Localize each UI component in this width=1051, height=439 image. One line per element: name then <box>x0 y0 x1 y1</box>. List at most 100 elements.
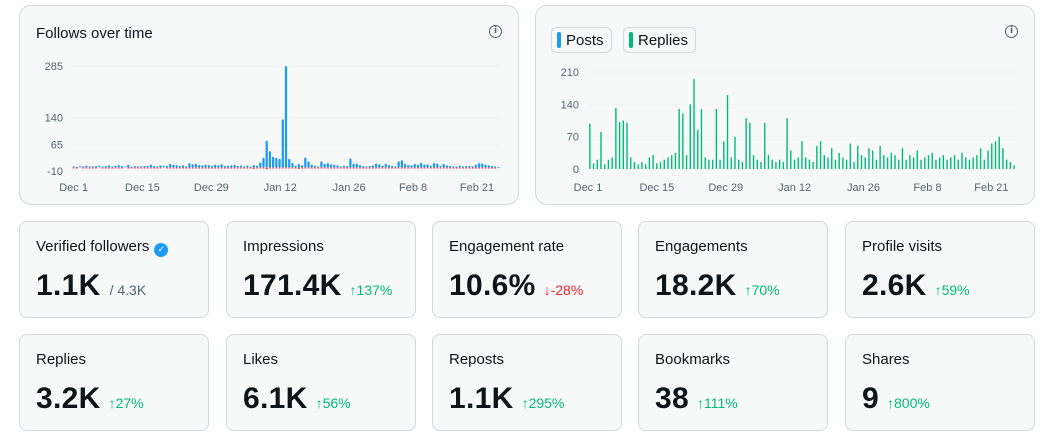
follows-bar[interactable] <box>159 165 162 168</box>
replies-bar[interactable] <box>641 162 643 169</box>
follows-bar[interactable] <box>136 166 140 168</box>
follows-bar[interactable] <box>188 163 191 168</box>
follows-bar[interactable] <box>403 163 407 168</box>
unfollows-bar[interactable] <box>246 167 249 169</box>
unfollows-bar[interactable] <box>249 167 252 169</box>
unfollows-bar[interactable] <box>268 167 272 169</box>
replies-bar[interactable] <box>920 159 922 169</box>
follows-bar[interactable] <box>474 164 477 168</box>
replies-bar[interactable] <box>849 143 852 169</box>
replies-bar[interactable] <box>797 157 799 169</box>
unfollows-bar[interactable] <box>85 167 88 169</box>
unfollows-bar[interactable] <box>136 167 140 169</box>
follows-bar[interactable] <box>281 119 284 168</box>
unfollows-bar[interactable] <box>146 167 149 169</box>
follows-bar[interactable] <box>249 166 252 168</box>
replies-bar[interactable] <box>693 78 695 169</box>
unfollows-bar[interactable] <box>487 167 490 169</box>
follows-bar[interactable] <box>436 163 439 168</box>
replies-bar[interactable] <box>708 159 710 169</box>
unfollows-bar[interactable] <box>490 167 494 169</box>
replies-bar[interactable] <box>611 157 613 169</box>
follows-bar[interactable] <box>210 165 214 168</box>
follows-bar[interactable] <box>407 164 410 168</box>
replies-bar[interactable] <box>808 159 811 169</box>
follows-bar[interactable] <box>494 166 497 168</box>
replies-bar[interactable] <box>685 155 688 169</box>
replies-bar[interactable] <box>957 159 959 169</box>
replies-bar[interactable] <box>652 155 654 169</box>
follows-bar[interactable] <box>294 165 297 168</box>
follows-bar[interactable] <box>365 166 368 168</box>
unfollows-bar[interactable] <box>75 167 78 169</box>
unfollows-bar[interactable] <box>275 167 278 169</box>
replies-bar[interactable] <box>615 108 617 169</box>
unfollows-bar[interactable] <box>304 167 307 169</box>
follows-bar[interactable] <box>259 162 262 168</box>
replies-bar[interactable] <box>604 164 606 169</box>
replies-bar[interactable] <box>711 159 714 169</box>
follows-bar[interactable] <box>397 161 400 168</box>
unfollows-bar[interactable] <box>114 167 117 169</box>
follows-bar[interactable] <box>352 163 355 168</box>
follows-bar[interactable] <box>246 165 249 168</box>
unfollows-bar[interactable] <box>284 167 288 169</box>
follows-bar[interactable] <box>410 165 413 168</box>
follows-bar[interactable] <box>230 165 233 168</box>
replies-bar[interactable] <box>868 148 870 169</box>
replies-bar[interactable] <box>592 163 595 169</box>
unfollows-bar[interactable] <box>243 167 246 169</box>
follows-bar[interactable] <box>91 166 95 168</box>
follows-bar[interactable] <box>362 166 365 168</box>
unfollows-bar[interactable] <box>362 167 365 169</box>
replies-bar[interactable] <box>622 120 625 170</box>
replies-bar[interactable] <box>793 159 796 169</box>
replies-bar[interactable] <box>667 157 669 169</box>
replies-bar[interactable] <box>678 108 680 169</box>
unfollows-bar[interactable] <box>352 167 355 169</box>
unfollows-bar[interactable] <box>207 167 210 169</box>
replies-bar[interactable] <box>1005 159 1008 169</box>
follows-bar[interactable] <box>333 164 336 168</box>
unfollows-bar[interactable] <box>149 167 152 169</box>
replies-bar[interactable] <box>860 155 863 169</box>
replies-bar[interactable] <box>648 157 651 169</box>
unfollows-bar[interactable] <box>391 167 394 169</box>
unfollows-bar[interactable] <box>278 167 281 169</box>
unfollows-bar[interactable] <box>185 167 188 169</box>
unfollows-bar[interactable] <box>423 167 426 169</box>
follows-bar[interactable] <box>420 162 423 168</box>
replies-bar[interactable] <box>715 108 718 169</box>
unfollows-bar[interactable] <box>333 167 336 169</box>
unfollows-bar[interactable] <box>323 167 326 169</box>
unfollows-bar[interactable] <box>220 167 223 169</box>
unfollows-bar[interactable] <box>265 167 268 170</box>
follows-bar[interactable] <box>143 166 146 168</box>
unfollows-bar[interactable] <box>349 167 352 169</box>
replies-bar[interactable] <box>864 157 866 169</box>
stat-card-engagement-rate[interactable]: Engagement rate 10.6% ↓-28% <box>432 221 622 318</box>
unfollows-bar[interactable] <box>127 167 130 169</box>
unfollows-bar[interactable] <box>484 167 487 169</box>
replies-bar[interactable] <box>749 122 751 169</box>
replies-bar[interactable] <box>946 159 948 169</box>
replies-bar[interactable] <box>737 159 740 169</box>
follows-bar[interactable] <box>146 165 149 168</box>
unfollows-bar[interactable] <box>197 167 201 169</box>
unfollows-bar[interactable] <box>104 167 107 169</box>
follows-bar[interactable] <box>233 164 236 168</box>
follows-bar[interactable] <box>384 163 387 168</box>
unfollows-bar[interactable] <box>95 167 98 169</box>
follows-bar[interactable] <box>317 166 320 168</box>
follows-bar[interactable] <box>98 165 101 168</box>
follows-bar[interactable] <box>181 165 185 168</box>
follows-bar[interactable] <box>107 165 111 168</box>
follows-bar[interactable] <box>78 166 82 168</box>
unfollows-bar[interactable] <box>236 167 239 169</box>
unfollows-bar[interactable] <box>188 167 191 169</box>
replies-bar[interactable] <box>950 157 952 169</box>
replies-bar[interactable] <box>901 148 904 169</box>
replies-bar[interactable] <box>726 95 729 169</box>
follows-bar[interactable] <box>426 164 429 168</box>
unfollows-bar[interactable] <box>355 167 358 169</box>
